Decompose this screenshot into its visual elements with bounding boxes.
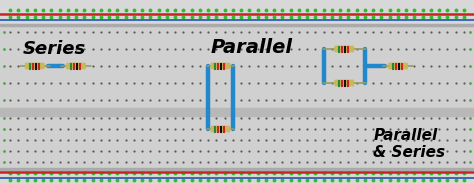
- FancyBboxPatch shape: [211, 63, 230, 69]
- FancyBboxPatch shape: [335, 46, 354, 52]
- Text: Parallel
& Series: Parallel & Series: [373, 128, 446, 160]
- Bar: [0, 0, 474, 24]
- Bar: [0, 170, 474, 184]
- Bar: [0, 116, 474, 168]
- Text: Series: Series: [22, 40, 86, 58]
- FancyBboxPatch shape: [25, 63, 44, 69]
- FancyBboxPatch shape: [335, 80, 354, 86]
- FancyBboxPatch shape: [211, 126, 230, 132]
- FancyBboxPatch shape: [66, 63, 85, 69]
- Text: Parallel: Parallel: [210, 38, 292, 57]
- Bar: [0, 168, 474, 170]
- FancyBboxPatch shape: [389, 63, 408, 69]
- Bar: [0, 26, 474, 108]
- Bar: [0, 108, 474, 116]
- Bar: [0, 24, 474, 26]
